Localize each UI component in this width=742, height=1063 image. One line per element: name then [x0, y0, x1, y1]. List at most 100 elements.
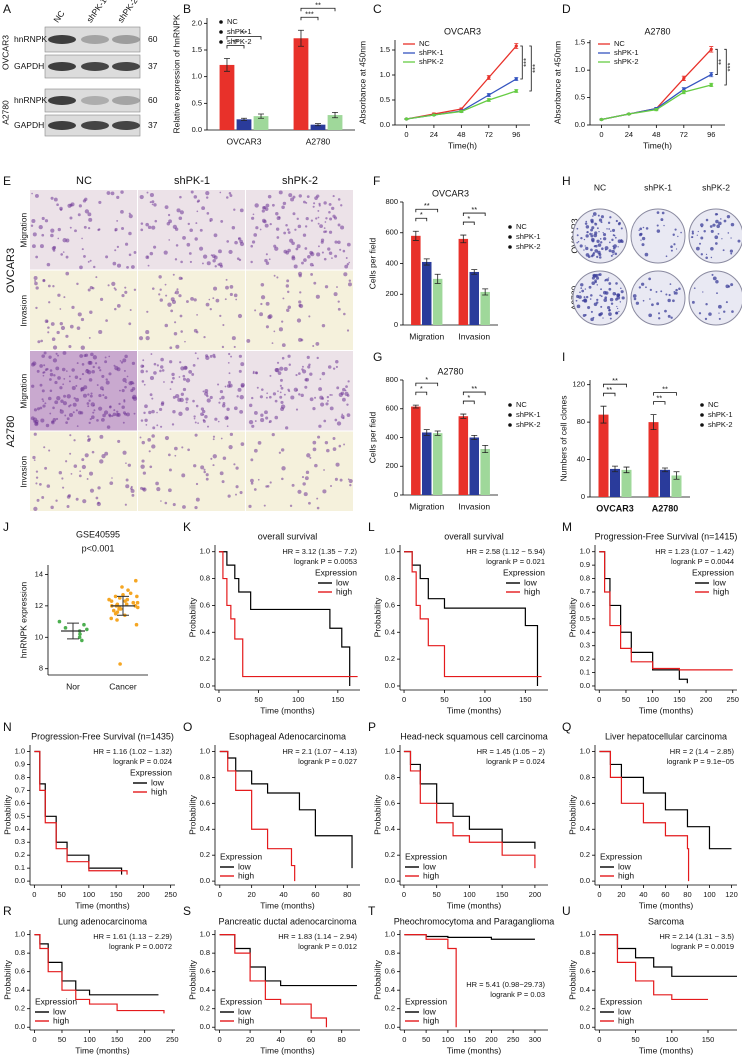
- bar: [648, 422, 659, 497]
- cell: [282, 297, 285, 300]
- colony: [606, 228, 608, 230]
- cell: [347, 282, 352, 287]
- cell: [251, 424, 255, 428]
- cell: [82, 199, 87, 203]
- colony: [600, 312, 603, 316]
- significance-bracket: [603, 392, 616, 397]
- cell: [84, 453, 89, 458]
- cell: [212, 259, 216, 263]
- logrank-p: logrank P = 0.012: [298, 942, 357, 951]
- legend-label: low: [336, 577, 350, 587]
- legend-label: low: [238, 861, 252, 871]
- cell: [121, 389, 125, 393]
- y-tick-label: 10: [35, 632, 43, 641]
- cell: [39, 364, 43, 368]
- column-label: shPK-2: [702, 182, 730, 192]
- significance-bracket: [462, 400, 475, 405]
- cell: [254, 420, 257, 422]
- cell: [140, 222, 144, 225]
- cell: [312, 440, 317, 445]
- cell: [56, 203, 59, 207]
- x-tick-label: 100: [666, 1035, 679, 1044]
- colony: [579, 291, 581, 294]
- cell: [160, 402, 165, 406]
- cell: [205, 302, 210, 307]
- x-axis-label: Time (months): [639, 1045, 694, 1055]
- cell: [226, 196, 229, 199]
- panel-label: J: [3, 520, 9, 534]
- x-tick-label: Nor: [66, 681, 80, 691]
- x-tick-label: 200: [138, 1035, 151, 1044]
- cell: [156, 487, 161, 492]
- x-tick-label: 0: [402, 1035, 406, 1044]
- cell: [86, 402, 90, 405]
- cell: [202, 390, 205, 393]
- x-tick-label: 0: [597, 695, 601, 704]
- cell: [52, 406, 55, 410]
- y-tick-label: 0.1: [15, 863, 25, 872]
- cell: [323, 230, 326, 234]
- cell: [72, 402, 77, 407]
- colony: [592, 215, 594, 217]
- y-tick-label: 14: [35, 569, 43, 578]
- y-tick-label: 0.2: [15, 1004, 25, 1013]
- colony: [584, 245, 586, 247]
- micrograph-image: [30, 431, 137, 511]
- y-tick-label: 0.2: [200, 1004, 210, 1013]
- hazard-ratio: HR = 1.61 (1.13 − 2.29): [93, 932, 172, 941]
- y-axis-label: Probability: [187, 959, 197, 999]
- cell: [195, 222, 198, 225]
- bar: [469, 437, 479, 495]
- survival-curve: [219, 750, 296, 882]
- colony: [651, 303, 654, 307]
- cell: [332, 436, 336, 440]
- error-bar: [460, 413, 467, 419]
- cell: [275, 211, 279, 216]
- legend-label: low: [53, 1006, 67, 1016]
- cell: [126, 265, 129, 269]
- cell: [101, 374, 105, 378]
- micrograph-image: [246, 351, 353, 431]
- cell: [46, 262, 51, 267]
- colony: [670, 316, 673, 319]
- cell: [142, 359, 145, 362]
- cell: [336, 421, 342, 426]
- micrograph-image: [246, 431, 353, 511]
- cell: [140, 228, 144, 232]
- cell: [298, 274, 302, 278]
- y-tick-label: 0.6: [200, 967, 210, 976]
- cell: [44, 219, 49, 223]
- cell: [80, 389, 83, 392]
- bar: [253, 116, 269, 130]
- colony: [729, 249, 733, 253]
- cell: [287, 248, 291, 253]
- cell: [133, 412, 136, 415]
- hazard-ratio: HR = 2.14 (1.31 − 3.5): [659, 932, 734, 941]
- cell: [175, 244, 179, 247]
- cell: [89, 310, 93, 314]
- colony: [691, 230, 694, 233]
- row-label: Invasion: [18, 456, 28, 488]
- cell: [237, 387, 242, 392]
- legend-label: NC: [516, 400, 527, 409]
- cell: [69, 226, 72, 229]
- cell: [237, 313, 243, 319]
- cell: [204, 391, 209, 396]
- cell: [226, 425, 229, 428]
- significance-label: **: [471, 205, 477, 214]
- y-tick-label: 1.0: [200, 547, 210, 556]
- y-axis-label: Probability: [372, 794, 382, 834]
- cell: [146, 310, 149, 313]
- blot-band: [81, 96, 109, 105]
- colony: [657, 312, 661, 315]
- x-tick-label: Invasion: [458, 331, 490, 341]
- cell: [171, 299, 176, 305]
- cell: [92, 355, 98, 360]
- cell: [145, 370, 148, 373]
- colony: [699, 242, 701, 245]
- y-tick-label: 0.4: [580, 985, 590, 994]
- cell: [347, 380, 350, 383]
- point: [709, 72, 713, 77]
- cell: [227, 380, 231, 384]
- cell: [267, 194, 272, 199]
